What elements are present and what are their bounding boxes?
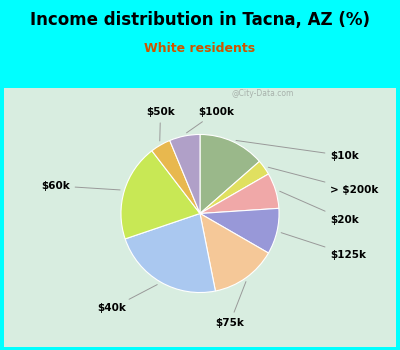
Text: $60k: $60k: [41, 181, 120, 191]
Text: White residents: White residents: [144, 42, 256, 55]
Text: $10k: $10k: [236, 140, 359, 161]
Wedge shape: [121, 151, 200, 239]
Text: Income distribution in Tacna, AZ (%): Income distribution in Tacna, AZ (%): [30, 10, 370, 28]
Text: > $200k: > $200k: [268, 167, 379, 195]
Wedge shape: [152, 140, 200, 214]
Text: $75k: $75k: [216, 282, 246, 328]
Wedge shape: [125, 214, 216, 293]
Text: $40k: $40k: [97, 285, 157, 313]
Wedge shape: [170, 134, 200, 214]
Text: $125k: $125k: [281, 233, 366, 260]
Wedge shape: [200, 208, 279, 253]
Wedge shape: [200, 214, 268, 291]
Wedge shape: [200, 161, 268, 214]
Text: $100k: $100k: [186, 107, 234, 133]
Wedge shape: [200, 174, 279, 214]
Text: @City-Data.com: @City-Data.com: [232, 89, 294, 98]
Text: $20k: $20k: [280, 191, 359, 225]
Wedge shape: [200, 134, 260, 214]
Text: $50k: $50k: [146, 107, 175, 141]
